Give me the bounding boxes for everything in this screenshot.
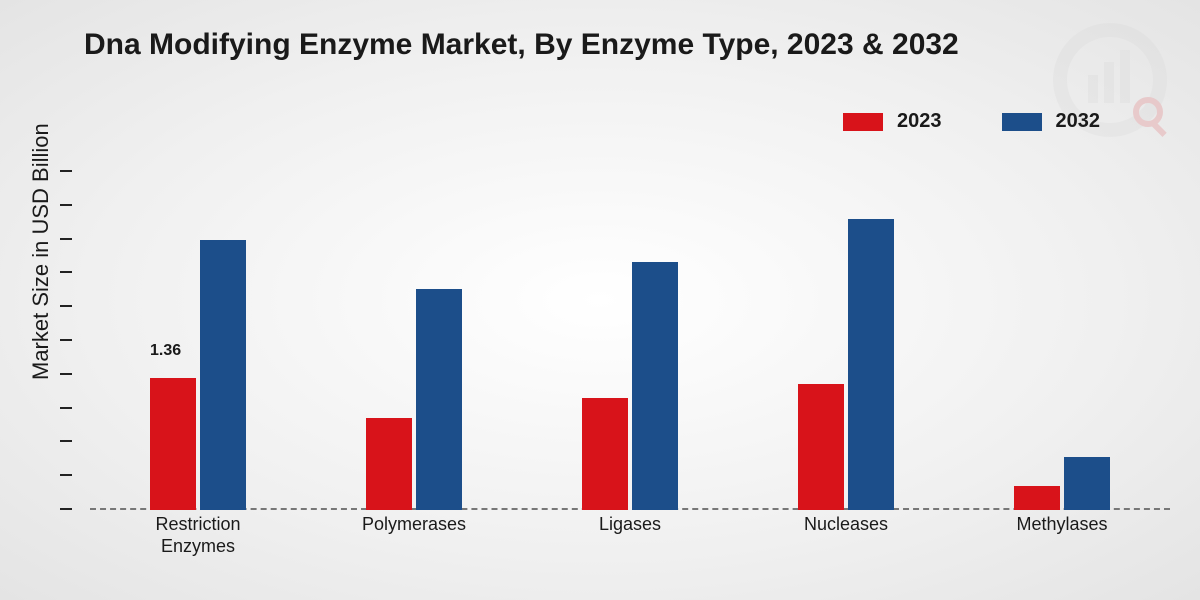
bar-group — [354, 289, 474, 510]
watermark-bar-3 — [1120, 50, 1130, 103]
x-axis-label: Polymerases — [334, 514, 494, 557]
plot-area: 1.36 — [90, 170, 1170, 510]
y-tick — [60, 305, 72, 307]
x-axis: RestrictionEnzymes Polymerases Ligases Nucl… — [90, 514, 1170, 557]
x-axis-label: Ligases — [550, 514, 710, 557]
legend-item-2032: 2032 — [1002, 110, 1101, 133]
y-axis-ticks — [60, 170, 78, 510]
bar — [200, 240, 246, 510]
y-axis-label: Market Size in USD Billion — [28, 123, 54, 380]
x-axis-label: Nucleases — [766, 514, 926, 557]
chart-canvas: Dna Modifying Enzyme Market, By Enzyme T… — [0, 0, 1200, 600]
legend-label-2023: 2023 — [897, 110, 942, 133]
bar — [416, 289, 462, 510]
y-tick — [60, 271, 72, 273]
watermark-bar-1 — [1088, 75, 1098, 103]
legend-item-2023: 2023 — [843, 110, 942, 133]
y-tick — [60, 204, 72, 206]
y-tick — [60, 238, 72, 240]
bar-group — [786, 219, 906, 510]
legend-label-2032: 2032 — [1056, 110, 1101, 133]
y-tick — [60, 440, 72, 442]
y-tick — [60, 170, 72, 172]
bar — [798, 384, 844, 510]
legend: 2023 2032 — [843, 110, 1100, 133]
y-tick — [60, 373, 72, 375]
legend-swatch-2032 — [1002, 113, 1042, 131]
bar — [848, 219, 894, 510]
bar-group — [570, 262, 690, 510]
bar-group: 1.36 — [138, 240, 258, 510]
x-axis-label: Methylases — [982, 514, 1142, 557]
watermark-bar-2 — [1104, 62, 1114, 103]
bar — [582, 398, 628, 510]
bar — [1064, 457, 1110, 510]
bar: 1.36 — [150, 378, 196, 510]
legend-swatch-2023 — [843, 113, 883, 131]
x-axis-label: RestrictionEnzymes — [118, 514, 278, 557]
y-tick — [60, 407, 72, 409]
bar-value-label: 1.36 — [150, 342, 181, 360]
bar-group — [1002, 457, 1122, 510]
bar — [366, 418, 412, 510]
chart-title: Dna Modifying Enzyme Market, By Enzyme T… — [84, 28, 959, 62]
y-tick — [60, 339, 72, 341]
y-tick — [60, 474, 72, 476]
bar — [632, 262, 678, 510]
bar — [1014, 486, 1060, 510]
bars-container: 1.36 — [90, 170, 1170, 510]
y-tick — [60, 508, 72, 510]
